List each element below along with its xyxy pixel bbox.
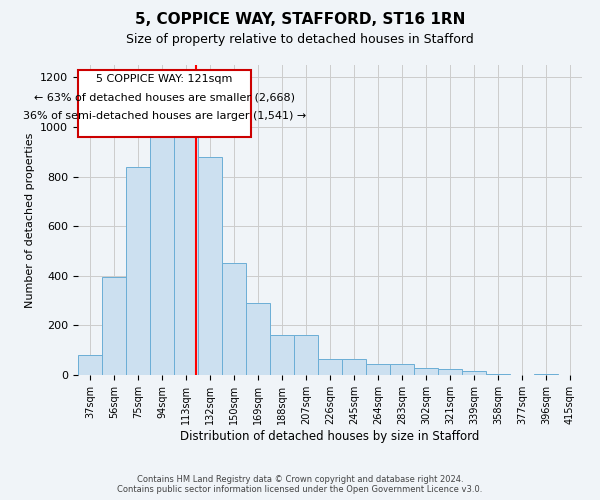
Bar: [318, 359, 342, 375]
Bar: [462, 372, 486, 375]
Bar: [78, 355, 102, 375]
Text: Size of property relative to detached houses in Stafford: Size of property relative to detached ho…: [126, 32, 474, 46]
X-axis label: Distribution of detached houses by size in Stafford: Distribution of detached houses by size …: [181, 430, 479, 442]
Bar: [534, 374, 558, 375]
Bar: [222, 264, 246, 375]
Bar: [126, 166, 150, 375]
Bar: [366, 364, 390, 375]
Bar: [342, 359, 366, 375]
Bar: [150, 137, 174, 375]
Text: ← 63% of detached houses are smaller (2,668): ← 63% of detached houses are smaller (2,…: [34, 92, 295, 102]
Y-axis label: Number of detached properties: Number of detached properties: [25, 132, 35, 308]
Bar: [102, 277, 126, 375]
Bar: [438, 369, 462, 375]
Text: 5 COPPICE WAY: 121sqm: 5 COPPICE WAY: 121sqm: [96, 74, 233, 84]
Bar: [486, 374, 510, 375]
Bar: [174, 137, 198, 375]
Bar: [246, 303, 270, 375]
Bar: [390, 364, 414, 375]
Bar: [294, 336, 318, 375]
Bar: [270, 336, 294, 375]
Text: Contains HM Land Registry data © Crown copyright and database right 2024.
Contai: Contains HM Land Registry data © Crown c…: [118, 474, 482, 494]
Text: 5, COPPICE WAY, STAFFORD, ST16 1RN: 5, COPPICE WAY, STAFFORD, ST16 1RN: [135, 12, 465, 28]
Bar: [78, 70, 251, 137]
Bar: [414, 368, 438, 375]
Bar: [198, 157, 222, 375]
Text: 36% of semi-detached houses are larger (1,541) →: 36% of semi-detached houses are larger (…: [23, 111, 306, 121]
